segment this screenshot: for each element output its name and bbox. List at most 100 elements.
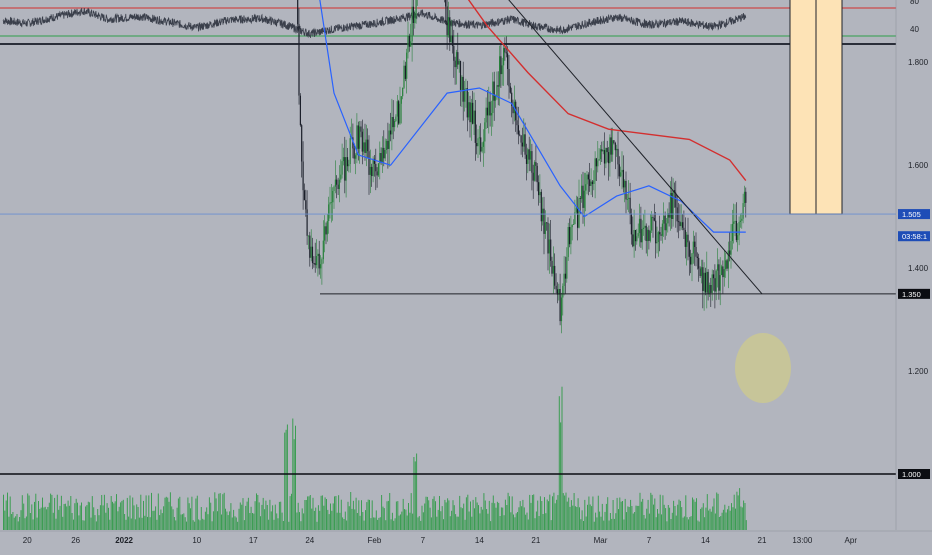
- volume-bar: [91, 496, 93, 530]
- volume-bar: [698, 521, 700, 530]
- volume-bar: [125, 519, 127, 530]
- volume-bar: [281, 512, 283, 530]
- volume-bar: [134, 519, 136, 530]
- volume-bar: [126, 497, 128, 530]
- volume-bar: [168, 501, 170, 530]
- volume-bar: [86, 505, 88, 530]
- candle-body: [645, 225, 647, 241]
- volume-bar: [103, 494, 105, 530]
- time-tick-label: 17: [249, 536, 258, 545]
- volume-bar: [356, 513, 358, 530]
- volume-bar: [223, 492, 225, 530]
- volume-bar: [241, 504, 243, 530]
- volume-bars: [3, 386, 747, 530]
- volume-bar: [68, 505, 70, 530]
- volume-bar: [504, 499, 506, 530]
- volume-bar: [596, 517, 598, 530]
- volume-bar: [490, 521, 492, 530]
- drawings[interactable]: [0, 0, 896, 475]
- volume-bar: [564, 495, 566, 530]
- highlight-circle: [735, 333, 791, 403]
- volume-bar: [303, 513, 305, 530]
- candle-body: [566, 257, 568, 279]
- volume-bar: [657, 509, 658, 530]
- volume-bar: [339, 512, 341, 530]
- volume-bar: [728, 505, 730, 530]
- volume-bar: [732, 507, 734, 530]
- volume-bar: [556, 499, 558, 530]
- volume-bar: [632, 513, 634, 530]
- candle-body: [568, 227, 571, 245]
- price-tag-label: 1.350: [902, 290, 921, 299]
- volume-bar: [195, 498, 197, 530]
- ema-slow-line: [467, 0, 747, 182]
- volume-bar: [198, 519, 200, 530]
- volume-bar: [731, 503, 732, 530]
- volume-bar: [344, 511, 346, 530]
- volume-bar: [120, 502, 122, 530]
- volume-bar: [662, 495, 664, 530]
- candle-body: [474, 110, 476, 143]
- candle-body: [499, 56, 501, 87]
- volume-bar: [739, 488, 741, 530]
- volume-bar: [35, 493, 37, 530]
- volume-bar: [101, 495, 103, 530]
- volume-bar: [305, 500, 307, 530]
- volume-bar: [693, 499, 695, 530]
- volume-bar: [52, 512, 54, 530]
- candle-body: [315, 256, 318, 266]
- volume-bar: [472, 499, 474, 530]
- candle-body: [715, 270, 717, 292]
- volume-bar: [233, 509, 235, 530]
- price-tag: [898, 288, 930, 299]
- volume-bar: [153, 510, 155, 530]
- volume-bar: [475, 497, 477, 530]
- volume-bar: [342, 517, 344, 530]
- candle-body: [531, 151, 533, 173]
- volume-bar: [527, 519, 529, 530]
- candle-body: [341, 161, 343, 175]
- volume-bar: [289, 496, 291, 530]
- volume-bar: [237, 521, 239, 530]
- candle-body: [507, 53, 509, 69]
- volume-bar: [440, 511, 442, 530]
- volume-bar: [391, 512, 393, 530]
- volume-bar: [546, 499, 548, 530]
- volume-bar: [448, 500, 450, 530]
- candle-body: [306, 209, 308, 236]
- volume-bar: [583, 521, 584, 530]
- candle-body: [489, 101, 491, 116]
- candle-body: [659, 232, 661, 235]
- candle-body: [640, 218, 642, 243]
- volume-bar: [494, 503, 496, 530]
- volume-bar: [525, 514, 527, 530]
- volume-bar: [188, 503, 190, 530]
- volume-bar: [122, 499, 124, 530]
- candle-body: [414, 15, 416, 23]
- volume-bar: [367, 499, 369, 530]
- volume-bar: [416, 453, 418, 530]
- volume-bar: [538, 516, 540, 530]
- candle-body: [730, 241, 732, 255]
- candle-body: [675, 192, 677, 208]
- volume-bar: [496, 501, 498, 530]
- volume-bar: [361, 500, 362, 530]
- candle-body: [638, 218, 641, 234]
- candle-body: [661, 223, 663, 236]
- candle-body: [539, 191, 541, 196]
- volume-bar: [456, 516, 458, 530]
- volume-bar: [373, 517, 375, 530]
- volume-bar: [363, 520, 365, 530]
- candle-body: [504, 48, 506, 53]
- candle-body: [415, 0, 417, 16]
- volume-bar: [696, 498, 697, 530]
- volume-bar: [421, 505, 423, 530]
- candle-body: [694, 241, 696, 247]
- volume-bar: [537, 500, 539, 530]
- volume-bar: [202, 518, 204, 530]
- volume-bar: [560, 422, 562, 530]
- volume-bar: [171, 506, 173, 530]
- volume-bar: [56, 494, 58, 530]
- volume-bar: [109, 519, 111, 530]
